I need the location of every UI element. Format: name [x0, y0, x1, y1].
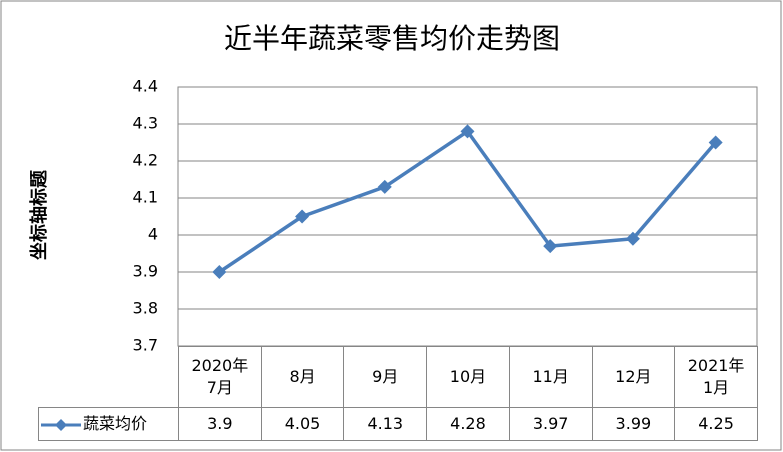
x-tick-label: 11月: [508, 346, 593, 408]
data-table-value: 3.9: [178, 407, 262, 441]
y-tick-label: 3.9: [133, 262, 158, 281]
x-tick-label: 8月: [260, 346, 345, 408]
data-point: [295, 209, 310, 224]
data-table-value: 4.28: [426, 407, 510, 441]
data-point: [625, 231, 640, 246]
y-axis-title: 坐标轴标题: [28, 169, 50, 260]
data-table: 2020年 7月 8月 9月 10月 11月 12月 2021年 1月蔬菜均价 3.9 4.05…: [38, 346, 758, 441]
legend-key: [41, 418, 81, 431]
x-tick-label: 10月: [426, 346, 510, 408]
legend-marker: [55, 418, 67, 431]
data-table-value: 4.13: [343, 407, 428, 441]
x-tick-label: 9月: [343, 346, 428, 408]
y-tick-label: 4: [148, 225, 158, 244]
data-table-value: 3.97: [508, 407, 593, 441]
data-table-value: 4.05: [260, 407, 345, 441]
y-tick-label: 4.3: [133, 114, 158, 133]
data-table-value: 3.99: [591, 407, 676, 441]
x-tick-label: 2021年 1月: [674, 346, 758, 408]
y-tick-label: 4.1: [133, 188, 158, 207]
x-tick-label: 2020年 7月: [178, 346, 262, 408]
data-table-value: 4.25: [674, 407, 758, 441]
y-tick-label: 4.4: [133, 77, 158, 96]
y-tick-label: 3.8: [133, 299, 158, 318]
data-point: [543, 239, 558, 254]
data-point: [377, 179, 392, 194]
data-point: [212, 265, 227, 279]
blank-cell: [38, 346, 179, 408]
data-point: [708, 135, 723, 150]
chart-title: 近半年蔬菜零售均价走势图: [224, 22, 560, 55]
x-tick-label: 12月: [591, 346, 676, 408]
legend-cell: 蔬菜均价: [38, 407, 179, 441]
data-point: [460, 124, 475, 139]
series-line: [218, 129, 717, 274]
legend-label: 蔬菜均价: [83, 414, 148, 433]
y-tick-label: 4.2: [133, 151, 158, 170]
